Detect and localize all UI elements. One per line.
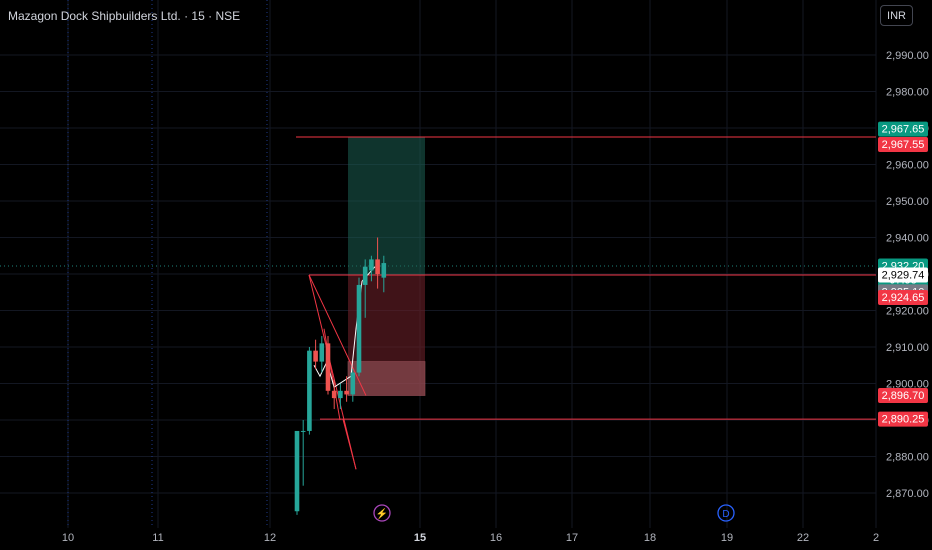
price-tick-label: 2,880.00 (886, 452, 929, 464)
time-tick-label: 15 (414, 532, 426, 544)
candle-body (369, 259, 374, 271)
price-tag: 2,967.55 (878, 136, 928, 152)
price-tag-label: 2,967.65 (882, 124, 925, 136)
candle-body (313, 350, 318, 362)
price-tick-label: 2,960.00 (886, 160, 929, 172)
candle-body (338, 390, 343, 399)
candle-body (300, 430, 306, 432)
dividend-event-icon: D (717, 504, 735, 522)
candle-body (375, 259, 380, 274)
symbol-title[interactable]: Mazagon Dock Shipbuilders Ltd. · 15 · NS… (8, 9, 241, 23)
time-tick-label: 19 (721, 532, 733, 544)
chart-grid (0, 0, 877, 528)
candle-body (344, 390, 349, 395)
price-tick-label: 2,940.00 (886, 233, 929, 245)
price-tag-label: 2,890.25 (882, 414, 925, 426)
time-tick-label: 22 (797, 532, 809, 544)
price-tag-label: 2,896.70 (882, 390, 925, 402)
price-tag-bg (878, 267, 928, 283)
price-tag: 2,890.25 (878, 411, 928, 427)
price-tag-bg (878, 136, 928, 152)
candle-body (325, 343, 331, 391)
price-tag: 2,896.70 (878, 388, 928, 404)
trend-drawings[interactable] (308, 266, 376, 470)
trend-line (308, 274, 357, 470)
price-tag-bg (878, 411, 928, 427)
price-tag-bg (878, 290, 928, 306)
price-tag: 2,924.65 (878, 290, 928, 306)
time-tick-label: 17 (566, 532, 578, 544)
event-icon-glyph: D (722, 509, 729, 520)
price-tag-label: 2,967.55 (882, 139, 925, 151)
candle-body (350, 372, 356, 395)
candlestick-series (294, 237, 387, 515)
event-icon-ring (373, 504, 391, 522)
price-tick-label: 2,920.00 (886, 306, 929, 318)
candle-body (319, 343, 325, 362)
candle-body (294, 430, 300, 512)
price-tick-label: 2,990.00 (886, 50, 929, 62)
price-tag-bg (878, 388, 928, 404)
price-tag-label: 2,924.65 (882, 292, 925, 304)
session-separators (0, 0, 876, 528)
price-tag-bg (878, 121, 928, 137)
candle-body (362, 266, 368, 285)
price-tags: 2,967.652,967.552,932.2007:582,929.742,9… (878, 121, 928, 427)
time-tick-label: 10 (62, 532, 74, 544)
candle-body (356, 284, 362, 373)
event-icon-glyph: ⚡ (376, 507, 388, 520)
price-tag: 2,929.74 (878, 267, 928, 283)
price-tag-label: 2,929.74 (882, 269, 925, 281)
currency-button[interactable]: INR (880, 5, 913, 26)
consolidation-rectangle (347, 361, 426, 396)
event-icon-ring (717, 504, 735, 522)
time-tick-label: 12 (264, 532, 276, 544)
time-axis[interactable]: 10 11 12 15 16 17 18 19 22 2 (62, 532, 879, 544)
time-tick-label: 2 (873, 532, 879, 544)
trend-line (308, 274, 367, 396)
candle-body (381, 263, 387, 278)
price-tag: 2,967.65 (878, 121, 928, 137)
earnings-event-icon: ⚡ (373, 504, 391, 522)
time-tick-label: 16 (490, 532, 502, 544)
candle-body (307, 350, 312, 431)
target-zone (348, 136, 425, 275)
price-tick-label: 2,950.00 (886, 196, 929, 208)
price-tick-label: 2,870.00 (886, 488, 929, 500)
price-tick-label: 2,900.00 (886, 379, 929, 391)
time-tick-label: 11 (152, 532, 163, 544)
time-tick-label: 18 (644, 532, 656, 544)
trend-line (342, 418, 357, 470)
price-tick-label: 2,910.00 (886, 342, 929, 354)
candle-body (331, 390, 337, 399)
event-markers[interactable]: ⚡ D (373, 504, 735, 522)
horizontal-lines[interactable] (296, 136, 876, 420)
price-tick-label: 2,980.00 (886, 87, 929, 99)
